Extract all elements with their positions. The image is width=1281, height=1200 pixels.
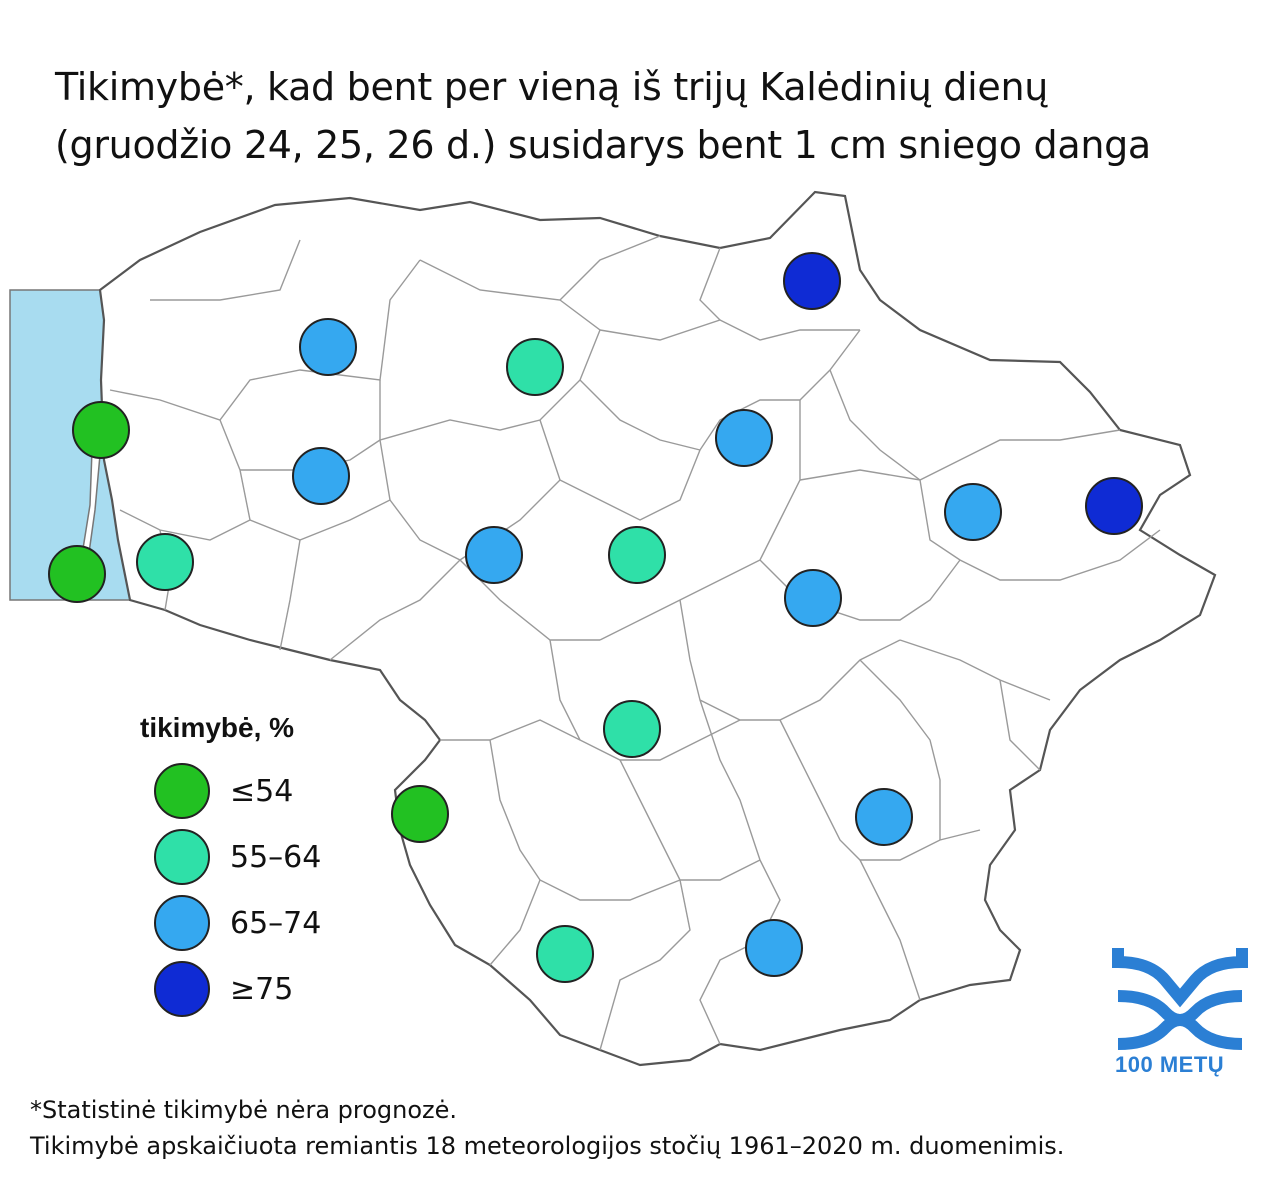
legend-label: 55–64 xyxy=(230,839,322,875)
country-outline xyxy=(98,190,1217,1067)
legend: tikimybė, % ≤54 55–64 65–74 ≥75 xyxy=(140,712,321,1022)
footnote-line-1: *Statistinė tikimybė nėra prognozė. xyxy=(30,1096,458,1124)
station-marker xyxy=(783,252,841,310)
legend-title: tikimybė, % xyxy=(140,712,295,743)
stations xyxy=(48,252,1143,983)
station-marker xyxy=(608,526,666,584)
station-marker xyxy=(944,483,1002,541)
station-marker xyxy=(48,545,106,603)
station-marker xyxy=(1085,477,1143,535)
logo-text: 100 METŲ xyxy=(1115,1052,1225,1077)
legend-swatch xyxy=(154,829,210,885)
station-marker xyxy=(292,447,350,505)
station-marker xyxy=(136,533,194,591)
station-marker xyxy=(855,788,913,846)
footnote-line-2: Tikimybė apskaičiuota remiantis 18 meteo… xyxy=(30,1132,1065,1160)
station-marker xyxy=(784,569,842,627)
waves-logo-icon xyxy=(1112,948,1248,1050)
station-marker xyxy=(72,401,130,459)
station-marker xyxy=(603,700,661,758)
municipality-borders xyxy=(109,235,1161,1051)
station-marker xyxy=(299,318,357,376)
legend-item: ≥75 xyxy=(140,956,321,1022)
legend-label: 65–74 xyxy=(230,905,322,941)
legend-swatch xyxy=(154,961,210,1017)
station-marker xyxy=(715,409,773,467)
title-line-1: Tikimybė*, kad bent per vieną iš trijų K… xyxy=(55,65,1049,109)
legend-label: ≥75 xyxy=(230,971,294,1007)
legend-item: ≤54 xyxy=(140,758,321,824)
station-marker xyxy=(536,925,594,983)
footnote: *Statistinė tikimybė nėra prognozė. Tiki… xyxy=(30,1092,1064,1164)
station-marker xyxy=(391,785,449,843)
legend-item: 55–64 xyxy=(140,824,321,890)
station-marker xyxy=(506,338,564,396)
legend-swatch xyxy=(154,895,210,951)
legend-swatch xyxy=(154,763,210,819)
title-line-2: (gruodžio 24, 25, 26 d.) susidarys bent … xyxy=(55,123,1151,167)
map-title: Tikimybė*, kad bent per vieną iš trijų K… xyxy=(55,58,1255,174)
legend-label: ≤54 xyxy=(230,773,294,809)
legend-item: 65–74 xyxy=(140,890,321,956)
station-marker xyxy=(465,526,523,584)
station-marker xyxy=(745,919,803,977)
